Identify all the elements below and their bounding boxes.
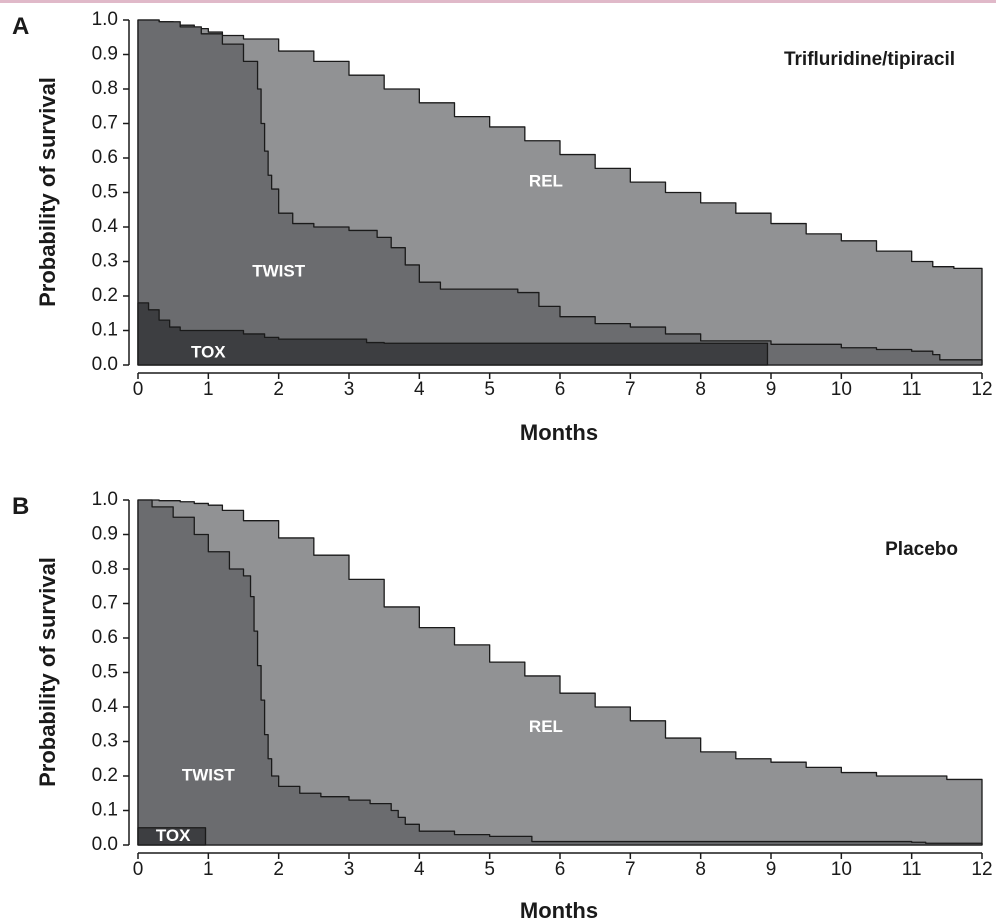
x-tick-label: 4 — [414, 379, 425, 400]
y-tick-label: 0.4 — [92, 216, 119, 237]
x-tick-label: 10 — [831, 379, 852, 400]
y-tick-label: 0.5 — [92, 182, 118, 203]
x-tick-label: 1 — [203, 379, 214, 400]
region-label-rel: REL — [529, 172, 563, 191]
x-tick-label: 6 — [555, 859, 566, 880]
region-label-tox: TOX — [156, 826, 191, 845]
x-tick-label: 6 — [555, 379, 566, 400]
y-tick-label: 0.8 — [92, 78, 118, 99]
x-tick-label: 3 — [344, 859, 355, 880]
y-tick-label: 0.5 — [92, 662, 118, 683]
top-accent-bar — [0, 0, 996, 3]
y-tick-label: 0.6 — [92, 627, 118, 648]
x-tick-label: 0 — [133, 379, 144, 400]
x-tick-label: 10 — [831, 859, 852, 880]
region-label-rel: REL — [529, 717, 563, 736]
y-axis-title: Probability of survival — [35, 557, 60, 787]
y-tick-label: 0.4 — [92, 696, 119, 717]
area-twist — [137, 499, 983, 846]
y-tick-label: 0.2 — [92, 285, 118, 306]
region-label-twist: TWIST — [252, 261, 305, 280]
x-tick-label: 5 — [484, 859, 495, 880]
x-tick-label: 7 — [625, 379, 636, 400]
x-tick-label: 4 — [414, 859, 425, 880]
y-tick-label: 0.9 — [92, 44, 118, 65]
y-tick-label: 0.3 — [92, 251, 118, 272]
y-tick-label: 0.2 — [92, 765, 118, 786]
x-tick-label: 2 — [273, 379, 284, 400]
y-tick-label: 0.0 — [92, 354, 118, 375]
y-tick-label: 0.1 — [92, 320, 118, 341]
region-label-twist: TWIST — [182, 765, 235, 784]
region-label-tox: TOX — [191, 342, 226, 361]
panel-letter: B — [12, 493, 29, 520]
y-tick-label: 0.8 — [92, 558, 118, 579]
area-rel — [137, 499, 983, 846]
panel-letter: A — [12, 13, 29, 40]
area-tox — [137, 827, 207, 846]
x-tick-label: 2 — [273, 859, 284, 880]
x-tick-label: 9 — [766, 379, 777, 400]
y-tick-label: 0.6 — [92, 147, 118, 168]
y-tick-label: 0.7 — [92, 593, 118, 614]
x-tick-label: 8 — [695, 379, 706, 400]
x-tick-label: 8 — [695, 859, 706, 880]
x-tick-label: 12 — [971, 379, 992, 400]
x-tick-label: 3 — [344, 379, 355, 400]
chart-panel-a: REL TWIST TOX 0.0 0.1 0.2 0.3 0.4 0.5 0.6 0.7 0.8 0.… — [12, 9, 993, 445]
y-tick-label: 0.1 — [92, 800, 118, 821]
x-tick-label: 9 — [766, 859, 777, 880]
x-tick-label: 0 — [133, 859, 144, 880]
y-tick-label: 0.9 — [92, 524, 118, 545]
x-axis-title: Months — [520, 898, 598, 922]
chart-panel-b: REL TWIST TOX 0.0 0.1 0.2 0.3 0.4 0.5 0.6 0.7 0.8 0.… — [12, 489, 993, 922]
panel-title: Trifluridine/tipiracil — [784, 49, 955, 70]
y-axis-title: Probability of survival — [35, 77, 60, 307]
y-tick-label: 0.3 — [92, 731, 118, 752]
y-tick-label: 0.7 — [92, 113, 118, 134]
area-twist — [137, 19, 983, 366]
x-tick-label: 12 — [971, 859, 992, 880]
x-axis-title: Months — [520, 420, 598, 445]
x-tick-label: 11 — [902, 379, 922, 400]
y-tick-label: 1.0 — [92, 489, 118, 510]
y-tick-label: 0.0 — [92, 834, 118, 855]
y-tick-label: 1.0 — [92, 9, 118, 30]
panel-title: Placebo — [885, 539, 958, 560]
x-tick-label: 7 — [625, 859, 636, 880]
area-tox — [137, 302, 769, 366]
x-tick-label: 11 — [902, 859, 922, 880]
x-tick-label: 5 — [484, 379, 495, 400]
x-tick-label: 1 — [203, 859, 214, 880]
